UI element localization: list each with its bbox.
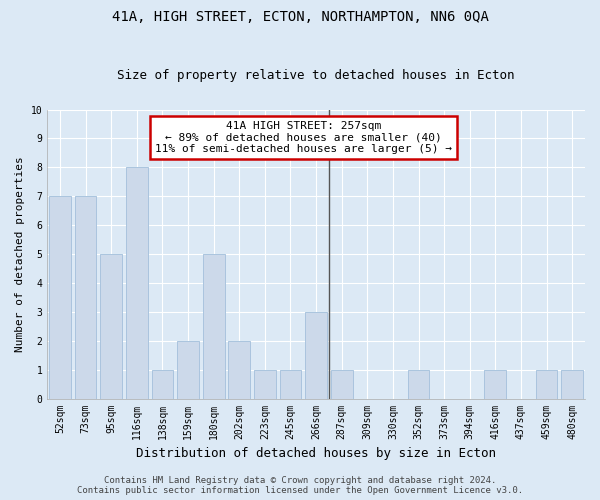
Bar xyxy=(177,341,199,398)
Bar xyxy=(49,196,71,398)
Bar xyxy=(280,370,301,398)
Bar xyxy=(152,370,173,398)
Text: 41A HIGH STREET: 257sqm
← 89% of detached houses are smaller (40)
11% of semi-de: 41A HIGH STREET: 257sqm ← 89% of detache… xyxy=(155,121,452,154)
Text: Contains HM Land Registry data © Crown copyright and database right 2024.
Contai: Contains HM Land Registry data © Crown c… xyxy=(77,476,523,495)
Bar xyxy=(74,196,97,398)
Bar xyxy=(562,370,583,398)
Bar xyxy=(203,254,224,398)
Y-axis label: Number of detached properties: Number of detached properties xyxy=(15,156,25,352)
Bar xyxy=(484,370,506,398)
Bar xyxy=(536,370,557,398)
Title: Size of property relative to detached houses in Ecton: Size of property relative to detached ho… xyxy=(118,69,515,82)
Bar xyxy=(100,254,122,398)
X-axis label: Distribution of detached houses by size in Ecton: Distribution of detached houses by size … xyxy=(136,447,496,460)
Bar xyxy=(229,341,250,398)
Bar xyxy=(126,168,148,398)
Text: 41A, HIGH STREET, ECTON, NORTHAMPTON, NN6 0QA: 41A, HIGH STREET, ECTON, NORTHAMPTON, NN… xyxy=(112,10,488,24)
Bar xyxy=(305,312,327,398)
Bar xyxy=(331,370,353,398)
Bar xyxy=(254,370,276,398)
Bar xyxy=(407,370,430,398)
